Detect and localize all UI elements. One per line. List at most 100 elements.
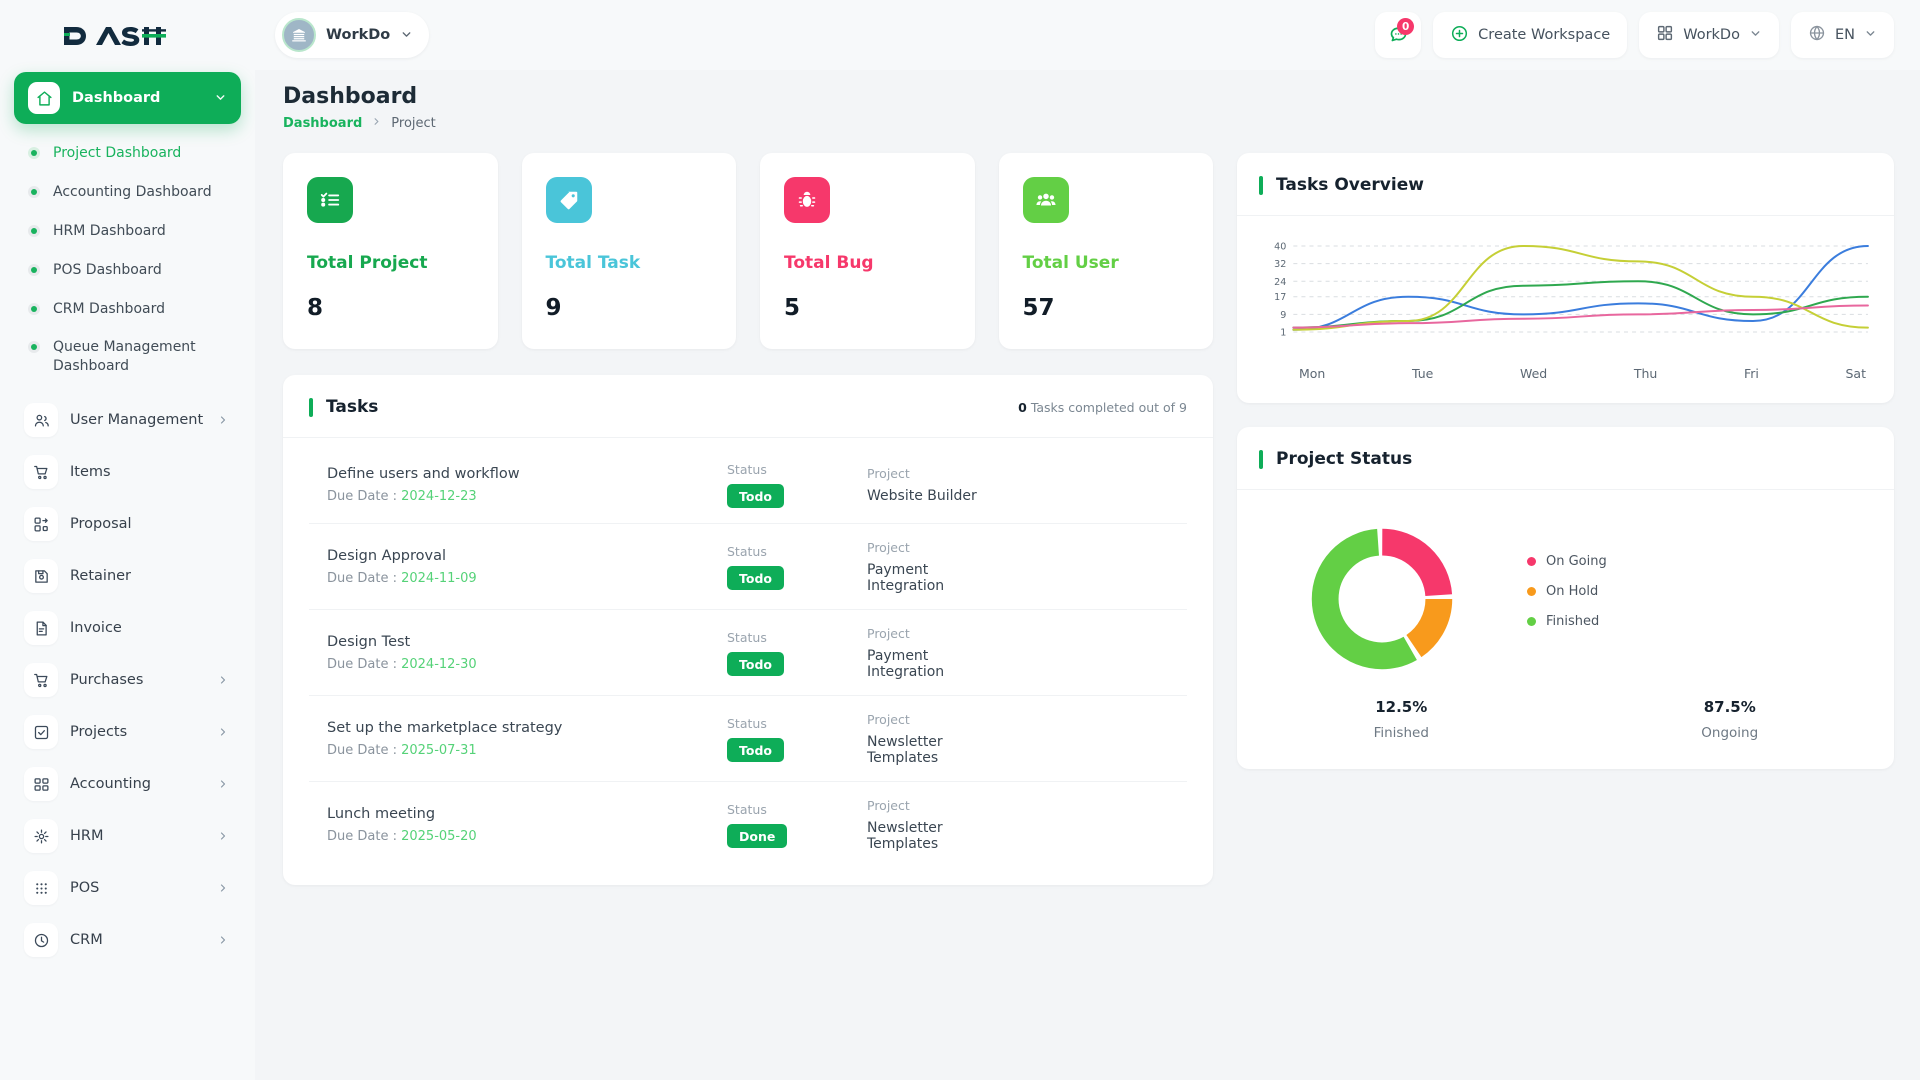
breadcrumb: Dashboard Project: [283, 116, 1894, 131]
tasks-overview-chart: 40 32 24 17 9 1 Mon Tue Wed Thu Fri Sat: [1237, 216, 1894, 403]
chat-badge: 0: [1397, 18, 1415, 35]
task-project-col: Project Payment Integration: [867, 540, 1007, 594]
svg-text:1: 1: [1280, 328, 1286, 339]
sidebar-item-dashboard[interactable]: Dashboard: [14, 72, 241, 124]
tasks-completed-count: 0: [1018, 399, 1027, 415]
accent-bar: [1259, 449, 1263, 469]
sidebar-item-crm[interactable]: CRM: [14, 914, 241, 966]
tasks-overview-header: Tasks Overview: [1237, 153, 1894, 216]
table-row[interactable]: Lunch meeting Due Date : 2025-05-20 Stat…: [309, 782, 1187, 867]
proposal-icon: [24, 507, 58, 542]
chevron-right-icon: [217, 671, 229, 690]
sidebar-item-purchases[interactable]: Purchases: [14, 654, 241, 706]
sidebar-item-pos[interactable]: POS: [14, 862, 241, 914]
sidebar-item-crm-dashboard[interactable]: CRM Dashboard: [14, 290, 241, 329]
sidebar-item-user-management[interactable]: User Management: [14, 394, 241, 446]
tasks-overview-title: Tasks Overview: [1276, 175, 1424, 195]
page-title: Dashboard: [283, 84, 418, 109]
sidebar-menu: User Management Items Proposal: [14, 394, 241, 966]
chevron-right-icon: [217, 879, 229, 898]
table-row[interactable]: Design Test Due Date : 2024-12-30 Status…: [309, 610, 1187, 696]
xtick: Thu: [1633, 366, 1658, 381]
due-prefix: Due Date :: [327, 657, 402, 672]
project-name: Payment Integration: [867, 562, 945, 594]
task-main: Define users and workflow Due Date : 202…: [327, 466, 727, 504]
chevron-down-icon: [1749, 27, 1762, 44]
task-main: Set up the marketplace strategy Due Date…: [327, 720, 727, 758]
sidebar: Dashboard Project Dashboard Accounting D…: [0, 0, 255, 1080]
table-row[interactable]: Define users and workflow Due Date : 202…: [309, 446, 1187, 524]
due-prefix: Due Date :: [327, 829, 402, 844]
sidebar-item-retainer[interactable]: Retainer: [14, 550, 241, 602]
legend-item-on-hold: On Hold: [1527, 584, 1607, 599]
task-due: Due Date : 2024-12-23: [327, 489, 727, 504]
project-name: Newsletter Templates: [867, 734, 943, 766]
status-badge: Todo: [727, 738, 784, 762]
stat-value: 57: [1022, 295, 1055, 321]
svg-text:40: 40: [1274, 242, 1286, 253]
checkbox-icon: [24, 715, 58, 750]
bullet-icon: [28, 302, 40, 315]
stat-value: 5: [784, 295, 801, 321]
task-main: Lunch meeting Due Date : 2025-05-20: [327, 806, 727, 844]
tasks-card: Tasks 0 Tasks completed out of 9 Define …: [283, 375, 1213, 885]
status-caption: Status: [727, 462, 767, 477]
sidebar-item-items[interactable]: Items: [14, 446, 241, 498]
sidebar-item-label: Proposal: [70, 516, 132, 533]
table-row[interactable]: Set up the marketplace strategy Due Date…: [309, 696, 1187, 782]
task-status-col: Status Done: [727, 802, 867, 848]
create-workspace-button[interactable]: Create Workspace: [1433, 12, 1628, 58]
chevron-down-icon: [400, 26, 413, 45]
table-row[interactable]: Design Approval Due Date : 2024-11-09 St…: [309, 524, 1187, 610]
tasks-overview-card: Tasks Overview 40 32 24 17 9 1 Mon Tue Wed Th…: [1237, 153, 1894, 403]
sidebar-item-queue-management-dashboard[interactable]: Queue Management Dashboard: [14, 328, 241, 386]
legend-dot: [1527, 587, 1536, 596]
bullet-icon: [28, 185, 40, 198]
sidebar-item-proposal[interactable]: Proposal: [14, 498, 241, 550]
task-due: Due Date : 2025-05-20: [327, 829, 727, 844]
grid-icon: [1656, 24, 1674, 46]
sidebar-item-project-dashboard[interactable]: Project Dashboard: [14, 134, 241, 173]
stat-card-total-task: Total Task 9: [521, 153, 736, 349]
sidebar-item-accounting[interactable]: Accounting: [14, 758, 241, 810]
chat-button[interactable]: 0: [1375, 12, 1422, 58]
chevron-right-icon: [217, 827, 229, 846]
workspace-chip[interactable]: WorkDo: [275, 12, 430, 58]
sidebar-item-accounting-dashboard[interactable]: Accounting Dashboard: [14, 173, 241, 212]
task-project-col: Project Newsletter Templates: [867, 798, 1007, 852]
metric-label: Ongoing: [1701, 725, 1759, 741]
status-badge: Todo: [727, 566, 784, 590]
project-caption: Project: [867, 540, 910, 555]
company-icon: [282, 18, 316, 52]
sidebar-item-pos-dashboard[interactable]: POS Dashboard: [14, 251, 241, 290]
sidebar-item-label: Dashboard: [72, 90, 161, 106]
workspace-select[interactable]: WorkDo: [1639, 12, 1779, 58]
sidebar-item-invoice[interactable]: Invoice: [14, 602, 241, 654]
dots-grid-icon: [24, 871, 58, 906]
bug-icon: [784, 177, 830, 223]
bullet-icon: [28, 147, 40, 159]
sidebar-item-hrm[interactable]: HRM: [14, 810, 241, 862]
breadcrumb-root[interactable]: Dashboard: [283, 116, 363, 131]
sidebar-item-label: CRM Dashboard: [53, 300, 165, 317]
project-caption: Project: [867, 626, 910, 641]
users-group-icon: [1022, 177, 1069, 223]
sidebar-item-hrm-dashboard[interactable]: HRM Dashboard: [14, 212, 241, 251]
task-name: Define users and workflow: [327, 466, 520, 482]
svg-text:9: 9: [1280, 310, 1286, 321]
grid-icon: [24, 767, 58, 802]
sidebar-item-projects[interactable]: Projects: [14, 706, 241, 758]
checklist-icon: [307, 177, 353, 223]
language-select[interactable]: EN: [1790, 12, 1894, 58]
chevron-right-icon: [217, 931, 229, 950]
dash-logo[interactable]: [62, 23, 166, 49]
stat-cards: Total Project 8 Total Task 9: [283, 153, 1213, 349]
chevron-right-icon: [217, 723, 229, 742]
home-icon: [28, 82, 60, 114]
due-prefix: Due Date :: [327, 743, 402, 758]
project-caption: Project: [867, 798, 910, 813]
sidebar-item-label: Invoice: [70, 620, 122, 637]
due-prefix: Due Date :: [327, 571, 402, 586]
task-due: Due Date : 2024-12-30: [327, 657, 727, 672]
project-status-header: Project Status: [1237, 427, 1894, 490]
